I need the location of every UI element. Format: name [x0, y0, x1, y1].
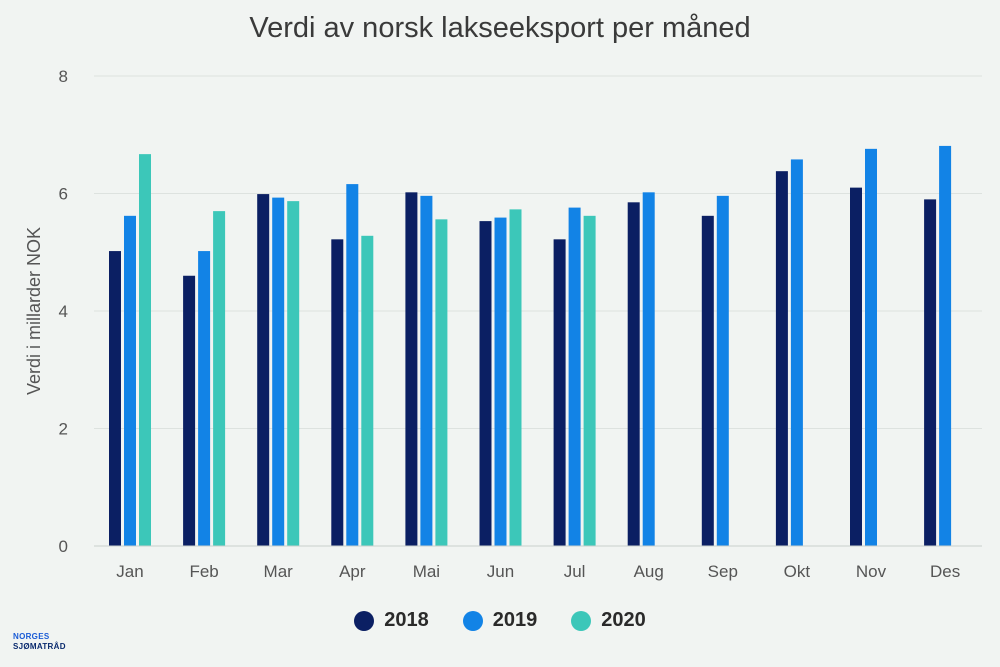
legend-swatch: [462, 610, 483, 631]
bar-mar-2018: [257, 194, 270, 546]
bar-feb-2020: [213, 211, 226, 546]
bar-apr-2019: [346, 184, 359, 546]
legend-label: 2020: [601, 609, 646, 631]
legend-item-2020: 2020: [571, 609, 646, 632]
bar-nov-2018: [850, 187, 862, 546]
logo-line1: NORGES: [13, 632, 50, 641]
y-tick-label: 4: [59, 302, 68, 321]
x-tick-label: Feb: [189, 562, 218, 581]
logo-line2: SJØMATRÅD: [13, 642, 66, 651]
bar-nov-2019: [865, 148, 877, 546]
bar-jul-2020: [583, 215, 596, 546]
x-tick-label: Nov: [856, 562, 887, 581]
bar-okt-2018: [775, 171, 788, 547]
bar-jul-2018: [553, 239, 566, 546]
bar-aug-2018: [627, 202, 640, 546]
bar-mai-2020: [435, 219, 448, 546]
bar-jun-2018: [479, 221, 492, 547]
x-tick-label: Jan: [116, 562, 143, 581]
bar-jan-2020: [139, 154, 151, 546]
x-tick-label: Aug: [634, 562, 664, 581]
y-axis-ticks: 0 2 4 6 8: [59, 67, 68, 556]
legend-swatch: [354, 610, 375, 631]
legend: 2018 2019 2020: [0, 609, 1000, 632]
bar-jun-2019: [494, 217, 507, 546]
bar-des-2018: [924, 199, 937, 546]
x-tick-label: Des: [930, 562, 960, 581]
bar-jun-2020: [509, 209, 522, 547]
y-axis-label: Verdi i millarder NOK: [24, 227, 44, 395]
bar-aug-2019: [642, 192, 655, 546]
legend-label: 2018: [384, 609, 429, 631]
bar-apr-2018: [331, 239, 344, 546]
x-axis-ticks: Jan Feb Mar Apr Mai Jun Jul Aug Sep Okt Nov Des: [116, 562, 960, 581]
x-tick-label: Okt: [784, 562, 811, 581]
bar-des-2019: [939, 145, 952, 546]
legend-label: 2019: [492, 609, 538, 631]
bar-sep-2018: [701, 215, 714, 546]
y-tick-label: 8: [59, 67, 68, 86]
x-tick-label: Apr: [339, 562, 366, 581]
bar-mar-2020: [287, 201, 300, 546]
bar-apr-2020: [361, 235, 374, 547]
bar-mar-2019: [272, 197, 285, 547]
chart-title: Verdi av norsk lakseeksport per måned: [249, 12, 751, 44]
x-tick-label: Jul: [564, 562, 586, 581]
bar-sep-2019: [716, 195, 729, 546]
bar-mai-2019: [420, 195, 433, 546]
y-tick-label: 0: [59, 537, 68, 556]
y-tick-label: 2: [59, 420, 68, 439]
x-tick-label: Jun: [487, 562, 514, 581]
bar-jan-2018: [109, 251, 121, 546]
bars: [109, 145, 952, 547]
bar-mai-2018: [405, 192, 418, 546]
legend-swatch: [571, 610, 592, 631]
y-tick-label: 6: [59, 185, 68, 204]
bar-jul-2019: [568, 207, 581, 546]
x-tick-label: Sep: [708, 562, 738, 581]
legend-item-2018: 2018: [354, 609, 429, 632]
gridlines: [94, 75, 982, 429]
norges-sjomatrad-logo: NORGES SJØMATRÅD: [13, 632, 66, 652]
x-tick-label: Mar: [264, 562, 294, 581]
bar-okt-2019: [790, 159, 803, 547]
bar-jan-2019: [124, 215, 136, 546]
bar-feb-2019: [198, 251, 211, 546]
legend-item-2019: 2019: [462, 609, 538, 632]
bar-feb-2018: [183, 275, 196, 546]
x-tick-label: Mai: [413, 562, 440, 581]
